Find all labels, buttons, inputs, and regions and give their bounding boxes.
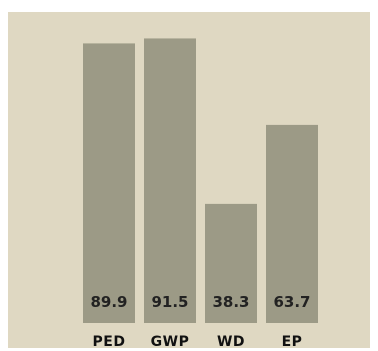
bar-value-label-ped: 89.9 bbox=[90, 293, 127, 311]
x-tick-label-wd: WD bbox=[217, 334, 245, 348]
bar-wd bbox=[205, 203, 257, 323]
x-tick-label-ep: EP bbox=[282, 334, 303, 348]
bar-chart: 89.9 PED 91.5 GWP 38.3 WD 63.7 EP bbox=[83, 38, 318, 348]
chart-area: 89.9 PED 91.5 GWP 38.3 WD 63.7 EP bbox=[8, 12, 370, 348]
bar-gwp bbox=[144, 38, 196, 323]
bar-ep bbox=[266, 124, 318, 323]
bar-value-label-gwp: 91.5 bbox=[151, 293, 188, 311]
x-tick-label-gwp: GWP bbox=[151, 334, 190, 348]
bar-value-label-wd: 38.3 bbox=[212, 293, 249, 311]
bar-ped bbox=[83, 43, 135, 323]
bar-value-label-ep: 63.7 bbox=[273, 293, 310, 311]
x-tick-label-ped: PED bbox=[93, 334, 126, 348]
